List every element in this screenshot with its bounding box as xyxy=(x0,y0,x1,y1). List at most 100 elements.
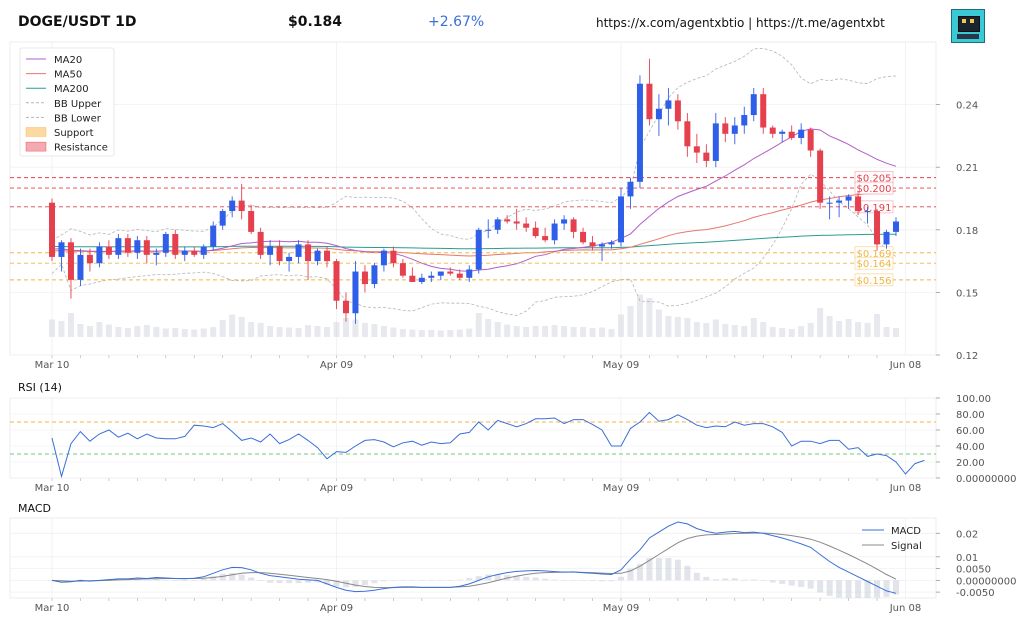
volume-bar xyxy=(826,316,833,337)
macd-histogram-bar xyxy=(769,580,776,583)
candle-body xyxy=(172,233,179,255)
volume-bar xyxy=(380,326,387,337)
macd-histogram-bar xyxy=(210,576,217,581)
social-links[interactable]: https://x.com/agentxbtio | https://t.me/… xyxy=(596,16,885,30)
volume-bar xyxy=(181,329,188,337)
volume-bar xyxy=(162,328,169,337)
volume-bar xyxy=(836,321,843,337)
volume-bar xyxy=(437,330,444,337)
candle-body xyxy=(542,236,549,241)
candle-body xyxy=(561,219,568,224)
candle-body xyxy=(599,244,606,247)
macd-legend-label: MACD xyxy=(891,526,921,537)
volume-bar xyxy=(361,323,368,337)
candle-body xyxy=(722,123,729,134)
macd-histogram-bar xyxy=(798,580,805,587)
volume-bar xyxy=(418,330,425,337)
candle-body xyxy=(229,200,236,212)
macd-histogram-bar xyxy=(845,580,852,598)
volume-bar xyxy=(324,327,331,337)
candle-body xyxy=(712,123,719,161)
candle-body xyxy=(523,223,530,228)
candle-body xyxy=(617,196,624,243)
macd-histogram-bar xyxy=(134,579,141,581)
candle-body xyxy=(674,100,681,122)
candle-body xyxy=(741,115,748,126)
macd-histogram-bar xyxy=(295,580,302,584)
rsi-y-tick-label: 80.00 xyxy=(956,410,985,421)
candle-body xyxy=(779,131,786,134)
price-panel xyxy=(9,41,937,356)
macd-histogram-bar xyxy=(466,578,473,581)
candle-body xyxy=(267,246,274,255)
volume-bar xyxy=(124,328,131,337)
candle-body xyxy=(181,250,188,255)
macd-histogram-bar xyxy=(513,575,520,581)
volume-bar xyxy=(542,326,549,337)
volume-bar xyxy=(314,326,321,337)
candle-body xyxy=(731,125,738,134)
candle-body xyxy=(295,244,302,257)
volume-bar xyxy=(693,322,700,337)
legend-label: MA20 xyxy=(54,55,82,66)
candle-body xyxy=(210,225,217,247)
macd-histogram-bar xyxy=(580,580,587,581)
candle-body xyxy=(817,150,824,203)
macd-histogram-bar xyxy=(238,574,245,581)
candle-body xyxy=(134,240,141,253)
rsi-x-tick-label: Jun 08 xyxy=(889,483,922,494)
rsi-y-tick-label: 40.00 xyxy=(956,442,985,453)
macd-histogram-bar xyxy=(893,580,899,595)
support-label: $0.156 xyxy=(857,276,892,287)
macd-histogram-bar xyxy=(305,580,312,583)
macd-histogram-bar xyxy=(200,578,207,581)
volume-bar xyxy=(77,324,84,337)
candle-body xyxy=(769,127,776,134)
volume-bar xyxy=(589,328,596,337)
support-label-box xyxy=(854,256,894,270)
volume-bar xyxy=(153,327,160,337)
candle-body xyxy=(143,240,150,255)
macd-line xyxy=(51,521,897,594)
price-legend: MA20 MA50 MA200 BB Upper BB Lower Support Resi… xyxy=(19,47,115,157)
macd-histogram-bar xyxy=(418,580,425,581)
candle-body xyxy=(409,275,416,282)
candle-body xyxy=(589,242,596,247)
volume-bar xyxy=(731,325,738,337)
macd-histogram-bar xyxy=(342,580,349,588)
macd-histogram-bar xyxy=(655,558,662,581)
volume-bar xyxy=(532,326,539,337)
volume-bar xyxy=(684,318,691,337)
macd-histogram-bar xyxy=(788,580,795,586)
volume-bar xyxy=(219,320,226,337)
candle-body xyxy=(855,196,862,212)
macd-histogram-bar xyxy=(143,579,150,581)
volume-bar xyxy=(286,327,293,337)
candle-body xyxy=(655,108,662,120)
macd-y-tick-label: -0.0050 xyxy=(956,588,995,599)
candle-body xyxy=(257,231,264,255)
volume-bar xyxy=(703,323,710,337)
macd-x-tick-label: Jun 08 xyxy=(889,603,922,614)
macd-histogram-bar xyxy=(561,580,568,581)
candle-body xyxy=(361,271,368,285)
price-x-tick-label: May 09 xyxy=(603,360,640,371)
macd-y-tick-label: 0.01 xyxy=(956,553,978,564)
macd-y-tick-label: 0.02 xyxy=(956,529,978,540)
volume-bar xyxy=(86,326,93,337)
volume-bar xyxy=(494,322,501,337)
candle-body xyxy=(646,83,653,120)
volume-bar xyxy=(874,314,881,337)
volume-bar xyxy=(447,330,454,337)
legend-label: Support xyxy=(54,128,94,139)
volume-bar xyxy=(750,318,757,337)
volume-bar xyxy=(883,327,890,337)
price-y-tick-label: 0.18 xyxy=(956,226,978,237)
candle-body xyxy=(314,250,321,262)
candle-body xyxy=(390,250,397,264)
macd-histogram-bar xyxy=(826,580,833,596)
macd-histogram-bar xyxy=(494,574,501,581)
macd-histogram-bar xyxy=(437,580,444,581)
volume-bar xyxy=(674,317,681,337)
candle-body xyxy=(342,300,349,314)
